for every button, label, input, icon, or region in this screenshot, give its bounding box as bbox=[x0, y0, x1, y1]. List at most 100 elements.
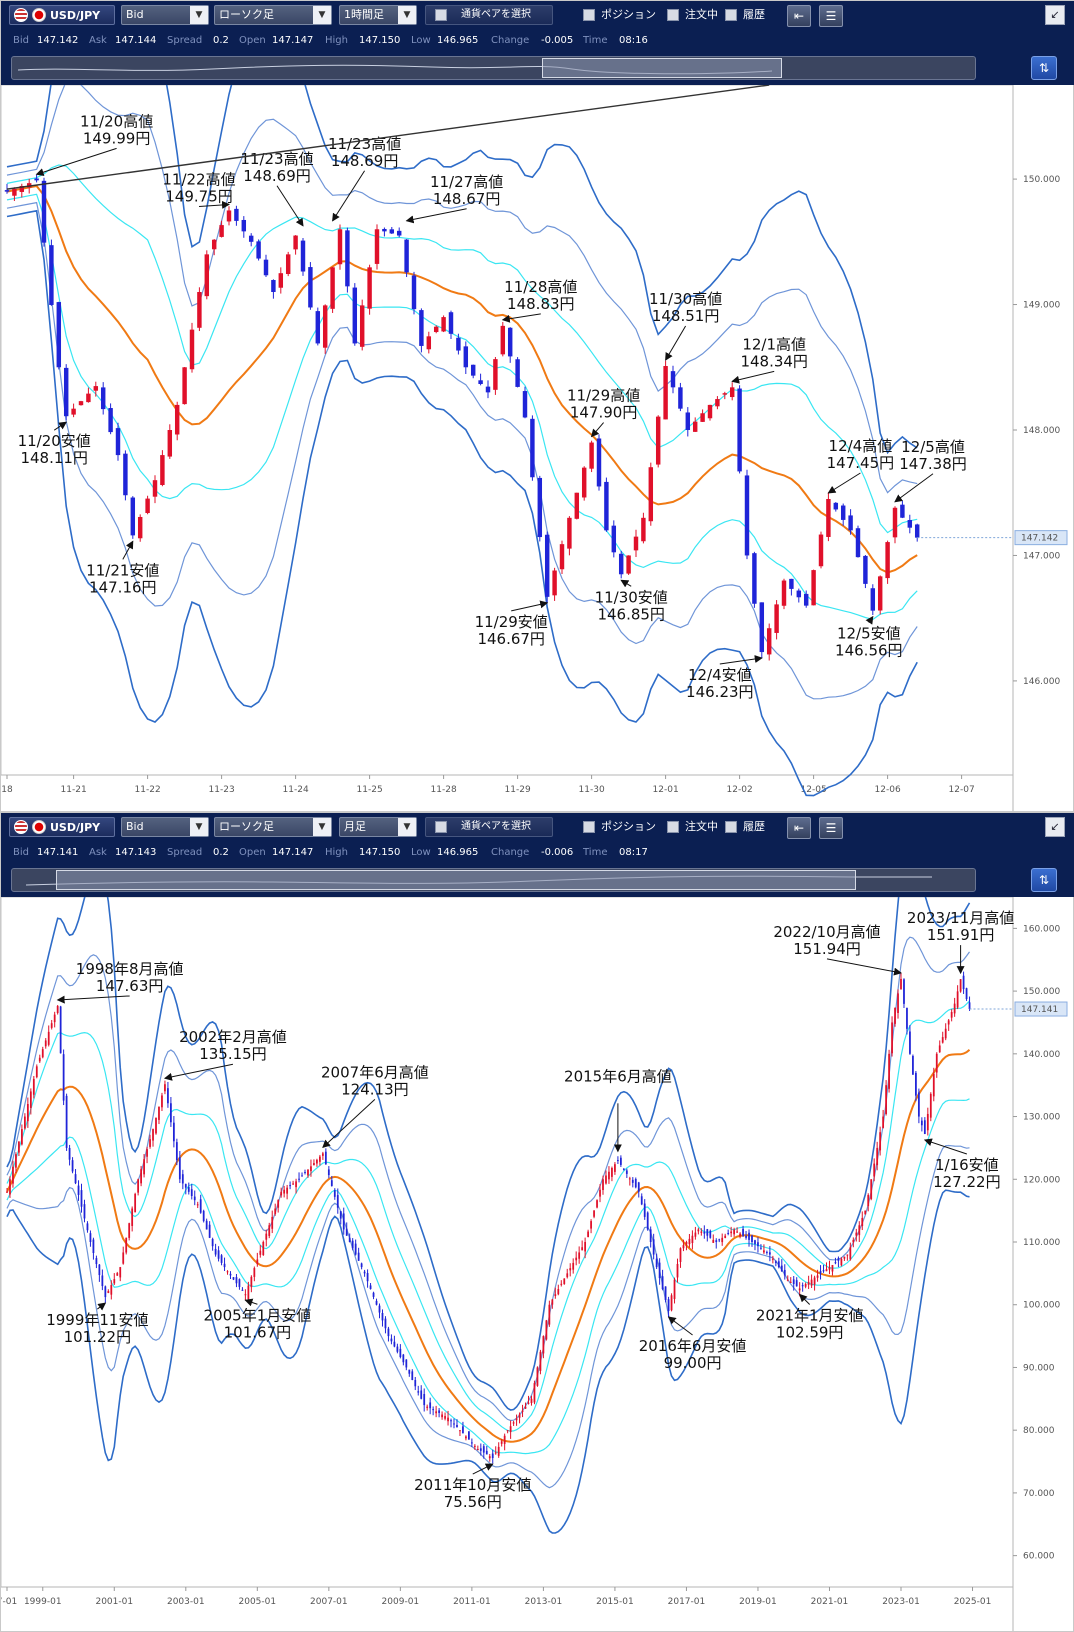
candle-up bbox=[589, 442, 594, 469]
high-label: High bbox=[325, 35, 348, 46]
candle-up bbox=[283, 1189, 286, 1194]
candle-up bbox=[900, 978, 902, 990]
x-tick-label: 12-01 bbox=[653, 785, 679, 795]
chart-type-select[interactable]: ローソク足 ▼ bbox=[214, 5, 332, 25]
last-price-tag bbox=[1014, 530, 1068, 546]
candle-up bbox=[53, 1014, 56, 1023]
annotation-value: 146.67円 bbox=[477, 630, 545, 648]
currency-pair-button[interactable]: USD/JPY bbox=[9, 817, 115, 837]
candle-up bbox=[810, 1279, 813, 1286]
candle-up bbox=[426, 336, 432, 350]
candle-down bbox=[190, 1189, 193, 1196]
position-checkbox[interactable] bbox=[583, 821, 595, 833]
price-type-select[interactable]: Bid ▼ bbox=[121, 817, 209, 837]
position-label: ポジション bbox=[601, 820, 656, 833]
candle-up bbox=[196, 1204, 199, 1206]
candle-down bbox=[766, 1251, 768, 1253]
candle-down bbox=[796, 590, 802, 598]
settings-menu-icon[interactable]: ☰ bbox=[819, 5, 843, 27]
currency-pair-button[interactable]: USD/JPY bbox=[9, 5, 115, 25]
candle-down bbox=[706, 1229, 709, 1236]
candle-down bbox=[727, 1232, 730, 1234]
annotation-label: 1/16安値 bbox=[935, 1156, 999, 1174]
candle-down bbox=[187, 1187, 190, 1192]
candle-down bbox=[419, 310, 424, 346]
candle-down bbox=[801, 1285, 804, 1287]
collapse-icon[interactable]: ↙ bbox=[1045, 817, 1065, 837]
candle-down bbox=[745, 1235, 747, 1238]
orders-checkbox[interactable] bbox=[667, 9, 679, 21]
window-layout-icon[interactable]: ⇤ bbox=[787, 5, 811, 27]
candle-down bbox=[619, 1157, 622, 1165]
select-pair-box[interactable] bbox=[425, 817, 553, 837]
history-label: 履歴 bbox=[743, 820, 765, 833]
hourly-candle-chart[interactable]: 150.000 149.000 148.000 147.000 146.000 18 11-… bbox=[1, 85, 1073, 811]
navigator-window[interactable] bbox=[542, 58, 782, 78]
collapse-icon[interactable]: ↙ bbox=[1045, 5, 1065, 25]
candle-down bbox=[479, 1448, 482, 1451]
window-layout-icon[interactable]: ⇤ bbox=[787, 817, 811, 839]
candle-up bbox=[435, 1411, 438, 1414]
candle-up bbox=[259, 1250, 262, 1255]
y-tick-label: 140.000 bbox=[1023, 1050, 1060, 1060]
candle-up bbox=[804, 1284, 807, 1287]
candle-up bbox=[575, 1257, 578, 1261]
candle-up bbox=[825, 1269, 828, 1272]
candle-down bbox=[463, 346, 469, 368]
candle-up bbox=[444, 1416, 446, 1419]
candle-down bbox=[640, 1196, 643, 1205]
history-checkbox[interactable] bbox=[725, 821, 737, 833]
candle-down bbox=[833, 502, 839, 510]
candle-down bbox=[387, 1328, 390, 1337]
annotation-value: 147.90円 bbox=[570, 404, 638, 422]
timeframe-select[interactable]: 月足 ▼ bbox=[339, 817, 417, 837]
candle-up bbox=[441, 1414, 443, 1418]
chart-navigator[interactable] bbox=[11, 56, 976, 80]
candle-down bbox=[59, 1006, 62, 1054]
candle-up bbox=[465, 1436, 467, 1439]
candle-up bbox=[9, 1179, 11, 1195]
settings-menu-icon[interactable]: ☰ bbox=[819, 817, 843, 839]
select-pair-checkbox[interactable] bbox=[435, 9, 447, 21]
annotation-value: 146.85円 bbox=[597, 605, 665, 623]
candle-up bbox=[164, 1084, 166, 1092]
high-value: 147.150 bbox=[359, 35, 401, 46]
candle-down bbox=[289, 1185, 291, 1187]
candle-up bbox=[950, 1012, 953, 1018]
candle-up bbox=[938, 1045, 941, 1053]
annotation-arrow bbox=[198, 200, 230, 209]
navigator-window[interactable] bbox=[56, 870, 856, 890]
position-checkbox[interactable] bbox=[583, 9, 595, 21]
select-pair-checkbox[interactable] bbox=[435, 821, 447, 833]
candle-up bbox=[23, 1116, 26, 1129]
chart-type-select[interactable]: ローソク足 ▼ bbox=[214, 817, 332, 837]
annotation-value: 148.51円 bbox=[652, 307, 720, 325]
candle-down bbox=[652, 1239, 655, 1255]
candle-up bbox=[125, 1237, 128, 1253]
history-checkbox[interactable] bbox=[725, 9, 737, 21]
candle-up bbox=[110, 1285, 113, 1295]
candle-up bbox=[840, 1258, 843, 1266]
timeframe-select[interactable]: 1時間足 ▼ bbox=[339, 5, 417, 25]
select-pair-box[interactable] bbox=[425, 5, 553, 25]
chart-navigator[interactable] bbox=[11, 868, 976, 892]
orders-checkbox[interactable] bbox=[667, 821, 679, 833]
candle-down bbox=[223, 1263, 226, 1268]
expand-icon[interactable]: ⇅ bbox=[1031, 56, 1057, 80]
expand-icon[interactable]: ⇅ bbox=[1031, 868, 1057, 892]
candle-up bbox=[131, 1208, 134, 1226]
candle-down bbox=[759, 602, 765, 653]
open-value: 147.147 bbox=[272, 847, 314, 858]
monthly-candle-chart[interactable]: 160.000 150.000 140.000 130.000 120.000 110.0… bbox=[1, 897, 1073, 1631]
y-tick-label: 148.000 bbox=[1023, 426, 1060, 436]
candle-down bbox=[618, 553, 624, 575]
candle-down bbox=[432, 1409, 435, 1411]
annotation-value: 148.83円 bbox=[507, 295, 575, 313]
candle-down bbox=[393, 1341, 396, 1347]
candle-up bbox=[295, 1181, 297, 1188]
price-type-select[interactable]: Bid ▼ bbox=[121, 5, 209, 25]
x-tick-label: 2019-01 bbox=[739, 1597, 777, 1607]
candle-up bbox=[864, 1210, 867, 1215]
candle-up bbox=[6, 1191, 8, 1193]
annotation-label: 11/27高値 bbox=[430, 173, 503, 191]
